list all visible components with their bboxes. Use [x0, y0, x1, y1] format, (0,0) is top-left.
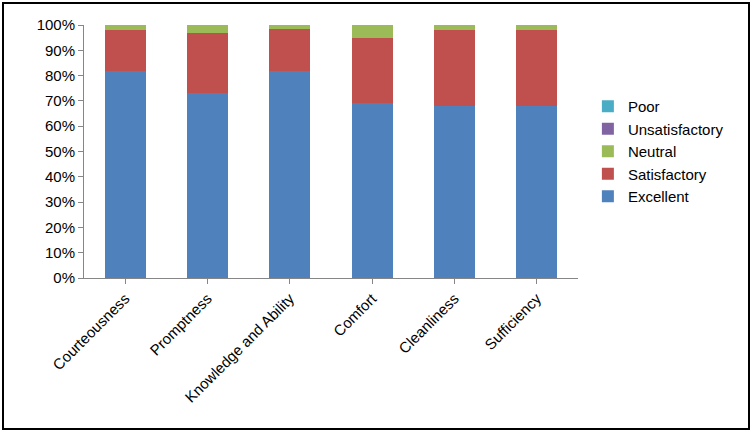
svg-text:70%: 70% — [45, 92, 75, 109]
svg-text:Unsatisfactory: Unsatisfactory — [628, 121, 724, 138]
svg-text:Courteousness: Courteousness — [49, 290, 132, 373]
svg-text:30%: 30% — [45, 193, 75, 210]
svg-text:Promptness: Promptness — [146, 290, 215, 359]
svg-text:40%: 40% — [45, 168, 75, 185]
svg-text:Excellent: Excellent — [628, 188, 690, 205]
svg-text:Comfort: Comfort — [330, 289, 380, 339]
svg-text:Neutral: Neutral — [628, 143, 676, 160]
svg-text:Cleanliness: Cleanliness — [395, 290, 462, 357]
svg-text:10%: 10% — [45, 244, 75, 261]
svg-text:0%: 0% — [53, 269, 75, 286]
svg-text:60%: 60% — [45, 117, 75, 134]
svg-text:50%: 50% — [45, 143, 75, 160]
svg-text:Sufficiency: Sufficiency — [481, 290, 544, 353]
svg-text:Poor: Poor — [628, 98, 660, 115]
svg-text:Knowledge and Ability: Knowledge and Ability — [181, 290, 297, 406]
svg-text:90%: 90% — [45, 42, 75, 59]
svg-text:80%: 80% — [45, 67, 75, 84]
svg-text:20%: 20% — [45, 219, 75, 236]
svg-text:Satisfactory: Satisfactory — [628, 166, 707, 183]
svg-text:100%: 100% — [37, 16, 75, 33]
